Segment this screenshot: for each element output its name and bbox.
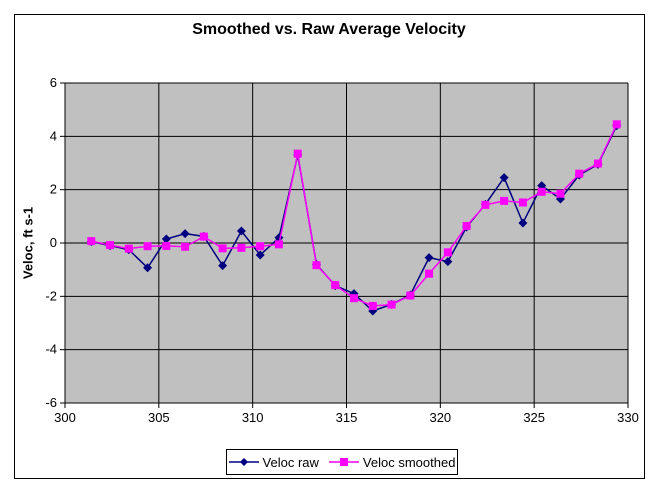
marker-square: [181, 242, 190, 251]
marker-square: [500, 196, 509, 205]
y-tick-label: -2: [45, 288, 57, 303]
legend-marker-raw-icon: [228, 458, 259, 466]
marker-diamond: [499, 173, 509, 183]
x-tick-label: 315: [336, 410, 358, 425]
marker-square: [331, 281, 340, 290]
y-tick-label: 4: [50, 128, 57, 143]
marker-diamond: [443, 257, 453, 267]
marker-square: [575, 169, 584, 178]
x-tick-label: 330: [617, 410, 639, 425]
legend: Veloc raw Veloc smoothed: [226, 449, 458, 475]
legend-label-veloc-smoothed: Veloc smoothed: [362, 454, 456, 470]
marker-diamond: [255, 250, 265, 260]
marker-diamond: [161, 234, 171, 244]
marker-diamond: [424, 253, 434, 263]
marker-square: [387, 300, 396, 309]
marker-diamond: [518, 218, 528, 228]
marker-square: [87, 237, 96, 246]
marker-diamond: [218, 261, 228, 271]
marker-square: [256, 242, 265, 251]
marker-square: [406, 291, 415, 300]
marker-square: [124, 244, 133, 253]
x-tick-label: 325: [523, 410, 545, 425]
marker-square: [612, 120, 621, 129]
y-tick-label: -6: [45, 395, 57, 410]
legend-marker-smoothed-icon: [328, 458, 359, 466]
legend-label-veloc-raw: Veloc raw: [262, 454, 319, 470]
marker-square: [350, 294, 359, 303]
legend-item-veloc-raw: Veloc raw: [228, 454, 319, 470]
marker-square: [274, 240, 283, 249]
marker-square: [537, 187, 546, 196]
x-tick-label: 300: [54, 410, 76, 425]
marker-square: [312, 261, 321, 270]
legend-item-veloc-smoothed: Veloc smoothed: [328, 454, 456, 470]
y-tick-label: -4: [45, 342, 57, 357]
marker-square: [143, 242, 152, 251]
marker-square: [593, 159, 602, 168]
marker-square: [162, 241, 171, 250]
marker-square: [199, 232, 208, 241]
x-tick-label: 305: [148, 410, 170, 425]
marker-square: [481, 200, 490, 209]
marker-square: [218, 244, 227, 253]
marker-square: [106, 241, 115, 250]
y-tick-label: 2: [50, 182, 57, 197]
y-tick-label: 0: [50, 235, 57, 250]
marker-square: [556, 189, 565, 198]
x-tick-label: 320: [429, 410, 451, 425]
marker-square: [443, 248, 452, 257]
marker-square: [237, 243, 246, 252]
marker-diamond: [180, 229, 190, 239]
marker-square: [293, 149, 302, 158]
chart-title: Smoothed vs. Raw Average Velocity: [192, 21, 466, 38]
marker-square: [425, 269, 434, 278]
marker-square: [462, 221, 471, 230]
marker-square: [368, 301, 377, 310]
x-tick-label: 310: [242, 410, 264, 425]
y-tick-label: 6: [50, 75, 57, 90]
marker-diamond: [236, 226, 246, 236]
marker-square: [518, 198, 527, 207]
marker-diamond: [143, 263, 153, 273]
